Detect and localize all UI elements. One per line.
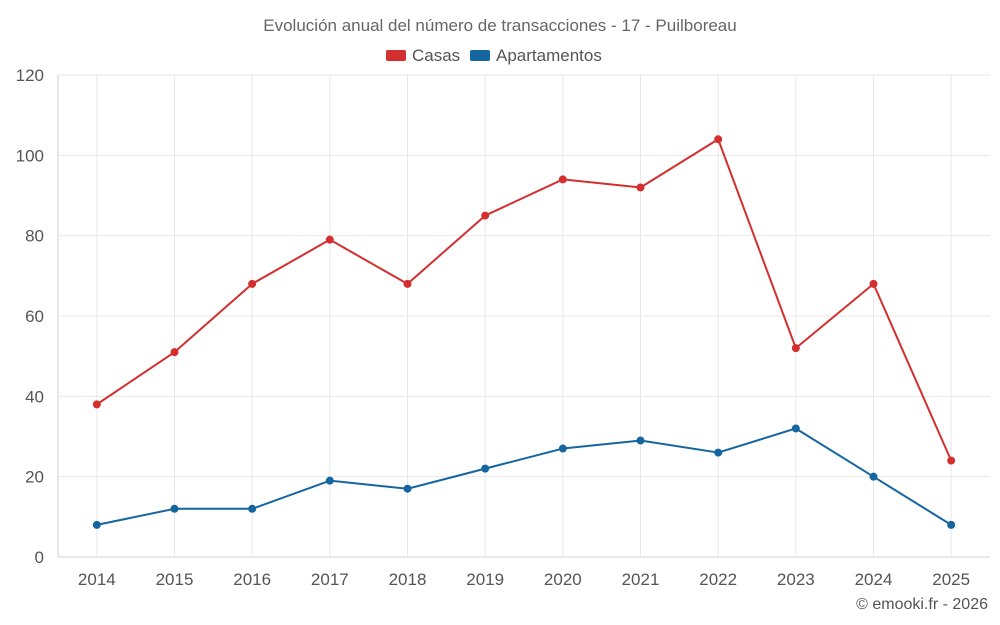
x-tick-label-2018: 2018 [389,570,427,589]
y-tick-label-100: 100 [16,146,44,165]
legend-item-apartamentos[interactable]: Apartamentos [470,46,602,65]
data-point-casas-2022[interactable] [714,135,723,144]
data-point-casas-2023[interactable] [791,344,800,353]
legend-swatch-apartamentos [470,50,490,61]
y-axis: 0 20 40 60 80 100 120 [16,66,59,567]
data-point-apartamentos-2024[interactable] [869,472,878,481]
data-point-apartamentos-2023[interactable] [791,424,800,433]
data-point-casas-2020[interactable] [558,175,567,184]
x-axis: 2014 2015 2016 2017 2018 2019 2020 2021 2022 2023… [78,570,970,589]
data-point-casas-2021[interactable] [636,183,645,192]
legend-item-casas[interactable]: Casas [386,46,460,65]
credit-text: © emooki.fr - 2026 [856,596,988,613]
data-point-apartamentos-2025[interactable] [947,520,956,529]
legend: Casas Apartamentos [386,46,602,65]
series-casas [92,135,956,465]
x-tick-label-2024: 2024 [855,570,893,589]
x-tick-label-2021: 2021 [622,570,660,589]
data-point-casas-2016[interactable] [248,279,257,288]
y-tick-label-0: 0 [35,548,44,567]
x-tick-label-2020: 2020 [544,570,582,589]
x-tick-label-2019: 2019 [466,570,504,589]
grid [58,74,990,558]
data-point-apartamentos-2016[interactable] [248,504,257,513]
data-point-casas-2014[interactable] [92,400,101,409]
x-tick-label-2016: 2016 [233,570,271,589]
series-apartamentos [92,424,956,529]
legend-label-apartamentos: Apartamentos [496,46,602,65]
data-point-apartamentos-2020[interactable] [558,444,567,453]
data-point-apartamentos-2018[interactable] [403,484,412,493]
data-point-casas-2024[interactable] [869,279,878,288]
data-point-casas-2018[interactable] [403,279,412,288]
x-tick-label-2023: 2023 [777,570,815,589]
data-point-apartamentos-2022[interactable] [714,448,723,457]
data-point-apartamentos-2015[interactable] [170,504,179,513]
data-point-apartamentos-2021[interactable] [636,436,645,445]
series-layer [92,135,956,529]
y-tick-label-80: 80 [25,227,44,246]
y-tick-label-40: 40 [25,387,44,406]
x-tick-label-2014: 2014 [78,570,116,589]
legend-label-casas: Casas [412,46,460,65]
series-line-apartamentos [95,427,953,526]
data-point-apartamentos-2014[interactable] [92,520,101,529]
data-point-casas-2025[interactable] [947,456,956,465]
x-tick-label-2015: 2015 [156,570,194,589]
y-tick-label-60: 60 [25,307,44,326]
data-point-casas-2019[interactable] [481,211,490,220]
data-point-apartamentos-2017[interactable] [325,476,334,485]
x-tick-label-2022: 2022 [699,570,737,589]
legend-swatch-casas [386,50,406,61]
x-tick-label-2025: 2025 [932,570,970,589]
data-point-apartamentos-2019[interactable] [481,464,490,473]
data-point-casas-2017[interactable] [325,235,334,244]
y-tick-label-20: 20 [25,468,44,487]
x-tick-label-2017: 2017 [311,570,349,589]
series-line-casas [95,138,953,462]
chart-title: Evolución anual del número de transaccio… [263,16,736,35]
y-tick-label-120: 120 [16,66,44,85]
data-point-casas-2015[interactable] [170,348,179,357]
